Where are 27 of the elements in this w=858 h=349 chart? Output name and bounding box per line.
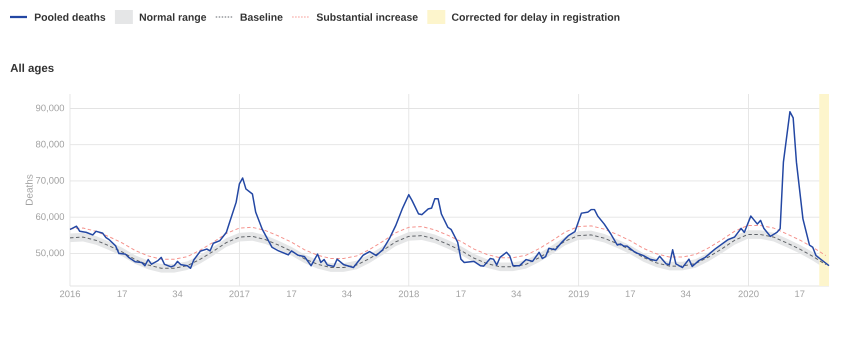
- x-tick-label: 17: [626, 290, 636, 298]
- y-tick-label: 80,000: [36, 140, 64, 149]
- x-tick-label: 34: [342, 290, 352, 298]
- legend-label: Baseline: [240, 13, 283, 21]
- x-tick-label: 2020: [738, 290, 759, 298]
- legend-label: Substantial increase: [316, 13, 418, 21]
- x-tick-label: 2019: [568, 290, 589, 298]
- x-tick-label: 17: [286, 290, 296, 298]
- x-tick-label: 2018: [398, 290, 419, 298]
- legend-label: Pooled deaths: [34, 13, 106, 21]
- x-tick-label: 17: [118, 290, 127, 298]
- legend-label: Corrected for delay in registration: [452, 13, 620, 24]
- y-tick-label: 90,000: [36, 104, 64, 112]
- text: Normal range: [140, 13, 206, 24]
- x-tick-label: 2016: [60, 290, 80, 298]
- x-tick-label: 17: [456, 290, 466, 298]
- x-tick-label: 34: [511, 290, 522, 298]
- x-tick-label: 34: [172, 290, 182, 298]
- line-series: [70, 225, 826, 260]
- x-tick-label: 17: [795, 290, 804, 298]
- x-tick-label: 34: [680, 290, 691, 298]
- x-tick-label: 2017: [229, 290, 250, 298]
- chart-title: All ages: [10, 64, 54, 74]
- y-axis-title: Deaths: [25, 174, 33, 205]
- y-tick-label: 50,000: [36, 249, 64, 258]
- y-tick-label: 60,000: [36, 213, 64, 222]
- y-tick-label: 70,000: [36, 177, 64, 185]
